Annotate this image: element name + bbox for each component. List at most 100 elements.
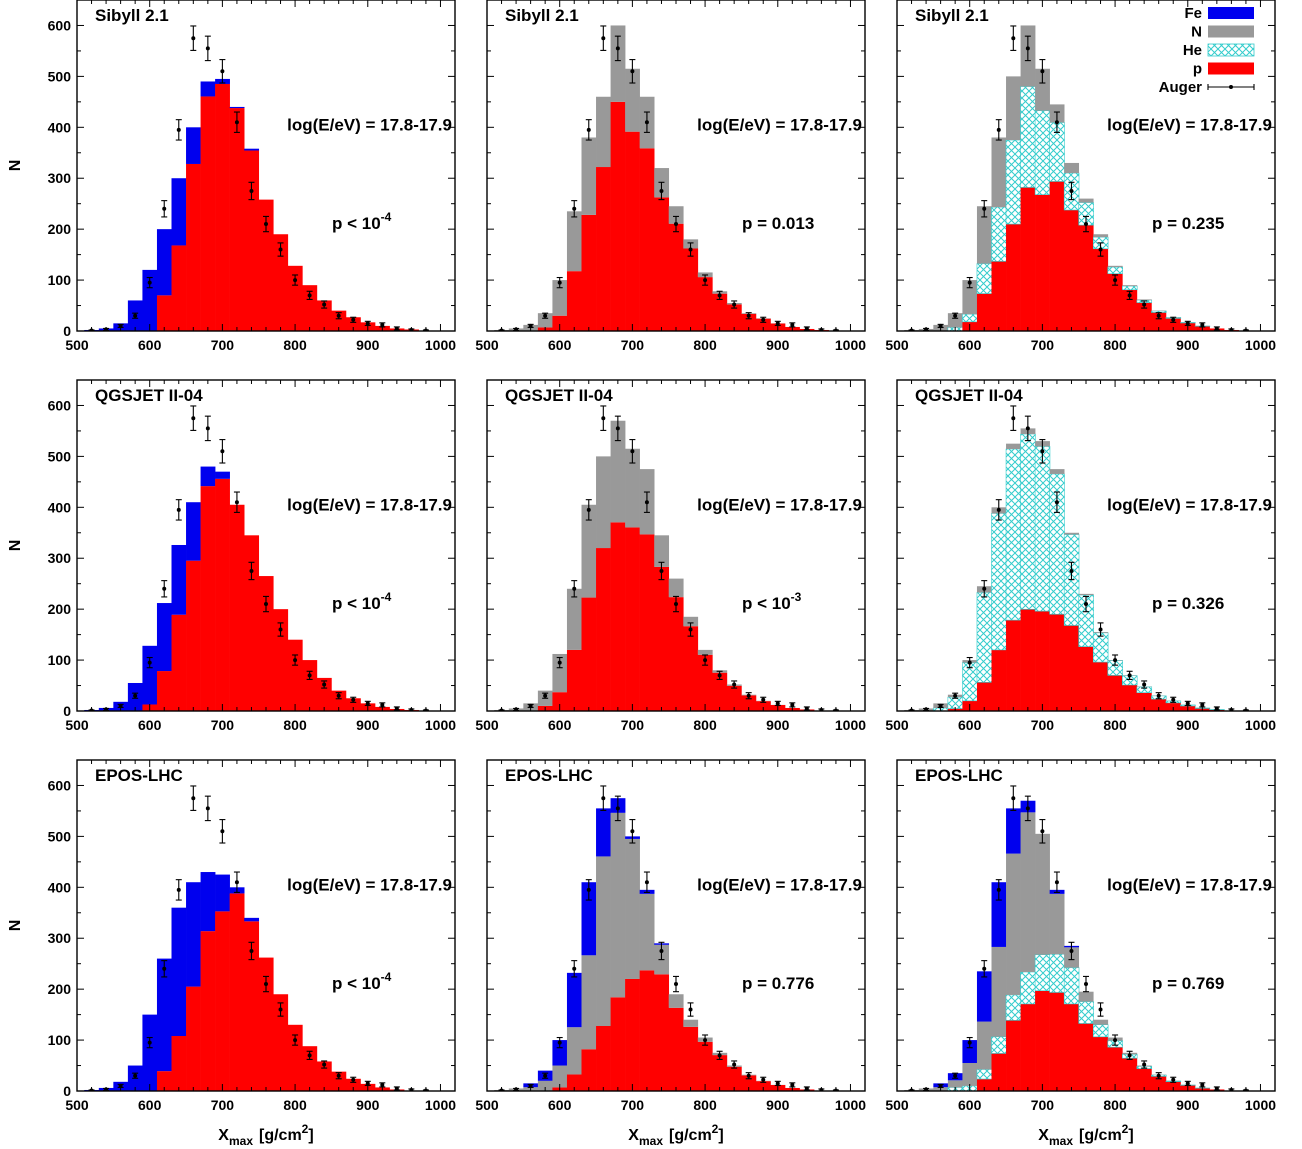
y-tick-label: 0 [63,1083,71,1099]
bar-p [712,672,728,711]
bar-p [566,1074,582,1091]
auger-point [543,313,548,318]
bar-he [1063,967,1080,1005]
auger-point [953,313,958,318]
x-tick-label: 700 [1031,717,1055,733]
auger-point [674,222,678,227]
auger-point [118,1083,123,1088]
bar-p [1049,181,1065,331]
auger-point [205,426,210,431]
auger-point [322,1062,327,1067]
bar-p [244,921,260,1091]
bar-n [976,1021,992,1070]
x-tick-label: 900 [1176,337,1200,353]
auger-point [1069,948,1074,953]
bar-p [316,1061,332,1091]
x-tick-label: 500 [475,1097,499,1113]
bar-p [1093,662,1109,711]
auger-point [953,693,958,698]
model-label: Sibyll 2.1 [95,6,169,25]
bar-n [596,856,611,1026]
bar-p [215,478,230,711]
auger-point [790,1082,795,1087]
auger-point [761,1077,766,1082]
auger-point [644,880,649,885]
bar-p [683,248,699,331]
bar-he [947,696,964,709]
plot-area [494,25,844,331]
model-label: QGSJET II-04 [505,386,613,405]
panel-7: 500 600 700 800 900 1000 0 100 200 300 400 500 600 EP… [7,759,456,1113]
bar-n [962,280,978,315]
auger-point [601,416,606,421]
auger-point [1069,568,1074,573]
bar-p [273,994,289,1091]
bar-n [1006,443,1021,450]
auger-point [205,46,210,51]
auger-point [644,500,649,505]
auger-point [1156,693,1161,698]
p-value-label: p = 0.769 [1152,974,1224,993]
bar-he [991,206,1007,262]
auger-point [278,247,283,252]
bar-he [1078,1001,1094,1024]
p-value-label: p = 0.776 [742,974,814,993]
auger-point [249,188,254,193]
bar-p [976,1079,992,1091]
auger-point [790,322,795,327]
bar-p [1165,318,1181,331]
plot-area [904,785,1254,1091]
auger-point [601,36,606,41]
p-value-label: p < 10-4 [332,210,392,233]
x-tick-label: 700 [211,717,235,733]
x-tick-label: 800 [1103,1097,1127,1113]
x-tick-label: 800 [693,1097,717,1113]
auger-point [732,302,737,307]
bar-p [200,486,216,711]
bar-p [1136,692,1152,711]
bar-fe [581,882,597,956]
auger-point [249,948,254,953]
auger-point [380,702,385,707]
bar-n [1049,893,1065,955]
legend-swatch-auger-point [1229,85,1233,89]
bar-p [566,271,582,331]
bar-p [625,978,640,1091]
legend-swatch-p [1208,62,1254,75]
bar-p [1020,1003,1036,1091]
bar-p [273,234,289,331]
auger-point [688,247,693,252]
x-tick-label: 600 [958,1097,982,1113]
legend-label: He [1183,42,1202,59]
bar-p [156,295,172,331]
x-tick-label: 600 [548,1097,572,1113]
bar-p [156,1071,172,1091]
bar-fe [215,471,230,479]
x-tick-label: 800 [283,1097,307,1113]
auger-point [234,120,239,125]
bar-n [991,946,1007,1037]
bar-p [991,261,1007,331]
bar-n [610,25,626,102]
auger-point [176,507,181,512]
auger-point [938,323,943,328]
auger-point [176,127,181,132]
auger-point [1084,222,1088,227]
auger-point [1200,702,1205,707]
auger-point [322,682,327,687]
x-tick-label: 700 [1031,1097,1055,1113]
energy-bin-label: log(E/eV) = 17.8-17.9 [697,115,862,134]
bar-p [581,214,597,331]
bar-n [596,456,611,549]
bar-fe [142,645,158,705]
x-tick-label: 900 [1176,717,1200,733]
auger-point [644,120,649,125]
auger-point [938,1083,943,1088]
bar-p [683,626,699,711]
auger-point [293,278,298,283]
bar-p [186,560,201,711]
bar-p [741,695,757,711]
x-tick-label: 1000 [425,717,456,733]
x-tick-label: 900 [766,337,790,353]
y-tick-label: 100 [48,652,72,668]
